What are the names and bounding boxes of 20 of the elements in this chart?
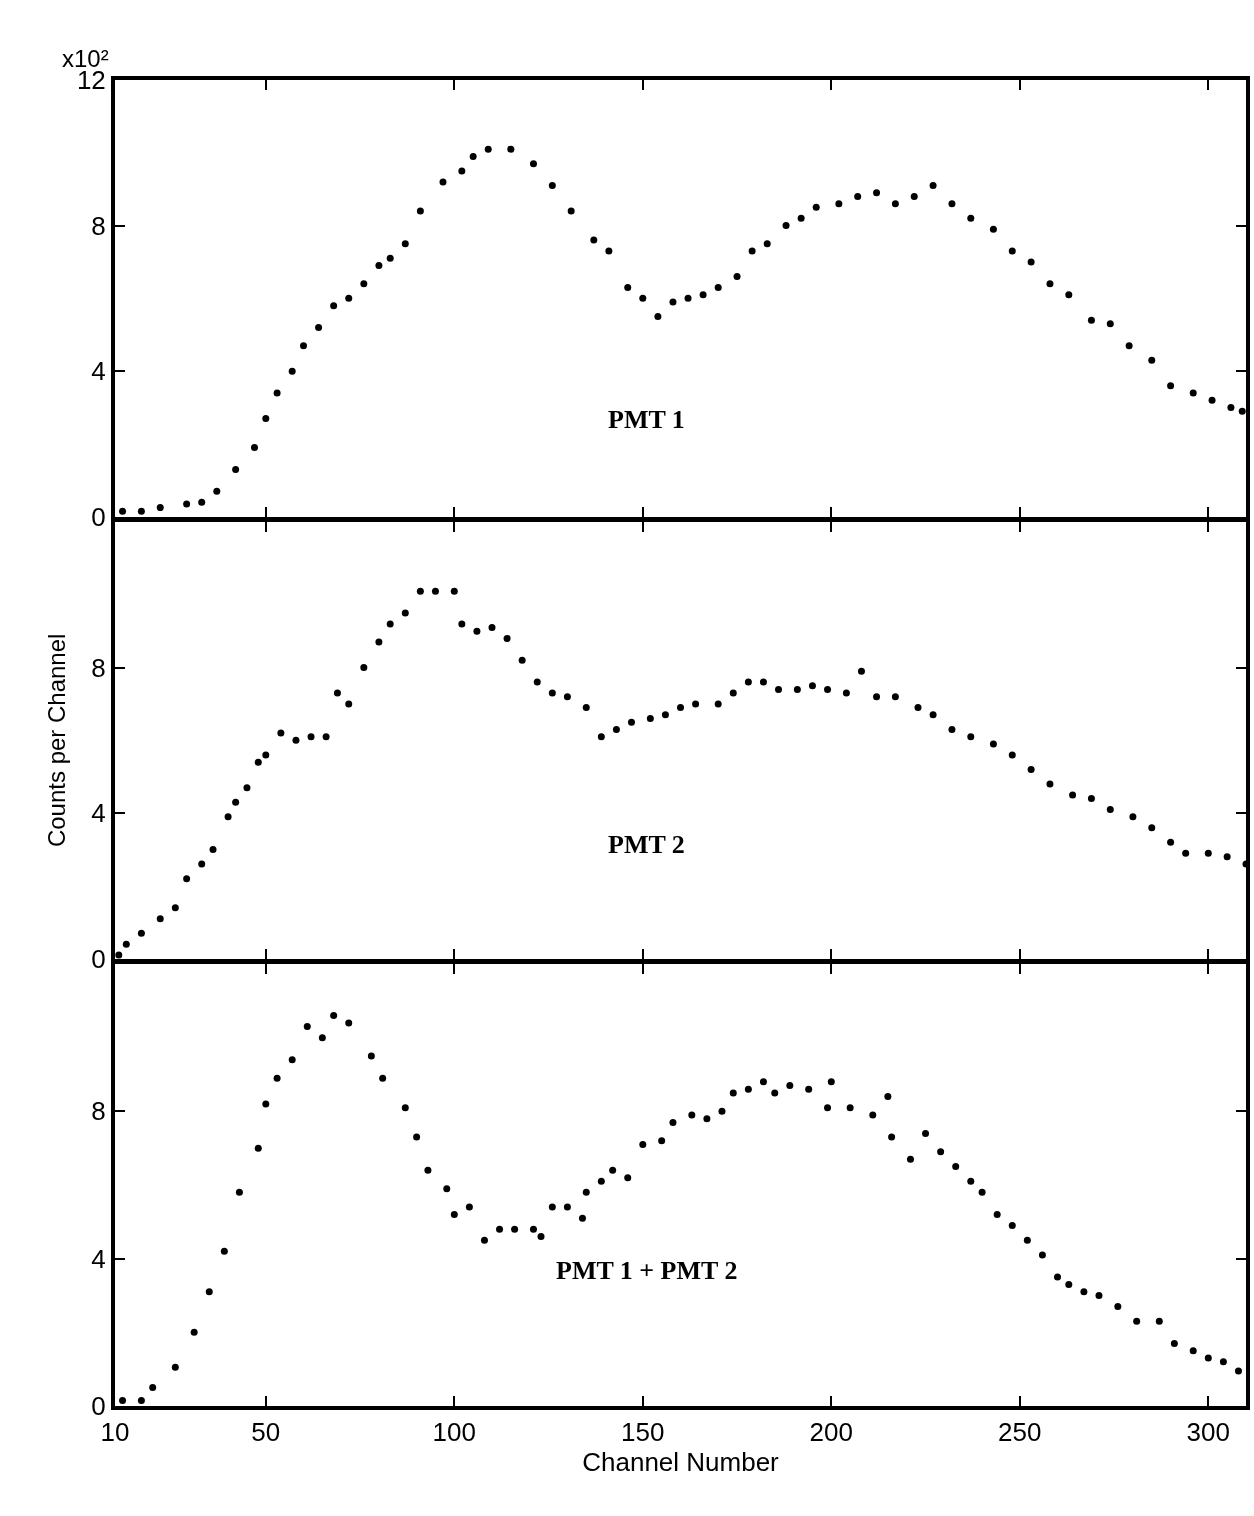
y-tick-label: 4 — [91, 356, 106, 387]
x-tick-label: 250 — [998, 1417, 1042, 1448]
y-tick-label: 0 — [91, 501, 106, 532]
annotation: PMT 1 + PMT 2 — [556, 1256, 738, 1285]
x-tick-label: 50 — [251, 1417, 281, 1448]
x-tick-label: 150 — [621, 1417, 665, 1448]
x-tick-label: 200 — [809, 1417, 853, 1448]
annotation: PMT 1 — [608, 405, 685, 434]
y-tick-label: 8 — [91, 1096, 106, 1127]
x-tick-label: 300 — [1186, 1417, 1230, 1448]
text: x10² — [62, 45, 109, 72]
y-tick-label: 4 — [91, 798, 106, 829]
annotation: PMT 2 — [608, 830, 685, 859]
y-tick-label: 0 — [91, 943, 106, 974]
y-tick-label: 4 — [91, 1243, 106, 1274]
x-tick-label: 100 — [432, 1417, 476, 1448]
y-axis-title: Counts per Channel — [42, 633, 70, 848]
x-axis-title: Channel Number — [582, 1447, 780, 1478]
y-tick-label: 8 — [91, 652, 106, 683]
y-tick-label: 8 — [91, 210, 106, 241]
